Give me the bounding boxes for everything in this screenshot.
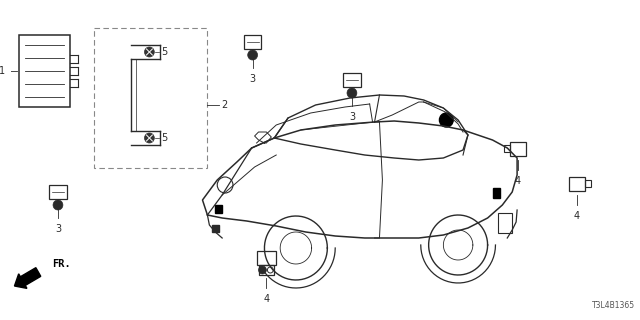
Text: 5: 5: [161, 133, 168, 143]
Bar: [94, 28, 207, 168]
Bar: [212, 225, 220, 232]
Text: 5: 5: [161, 47, 168, 57]
Circle shape: [347, 88, 357, 98]
Bar: [244, 35, 262, 49]
Circle shape: [145, 47, 154, 57]
Polygon shape: [15, 268, 41, 288]
Text: 3: 3: [349, 112, 355, 122]
Text: 3: 3: [250, 74, 256, 84]
Bar: [510, 142, 526, 156]
Circle shape: [259, 266, 266, 274]
Text: 3: 3: [55, 224, 61, 234]
Bar: [215, 205, 222, 213]
Bar: [259, 265, 275, 275]
Text: 4: 4: [574, 211, 580, 221]
Text: T3L4B1365: T3L4B1365: [592, 301, 635, 310]
Circle shape: [145, 133, 154, 143]
Text: 4: 4: [515, 176, 521, 186]
Bar: [569, 177, 585, 191]
Text: 1: 1: [0, 66, 5, 76]
Bar: [19, 35, 70, 107]
Bar: [49, 185, 67, 199]
Bar: [504, 145, 510, 152]
Bar: [343, 73, 361, 87]
Text: FR.: FR.: [52, 259, 71, 269]
Bar: [493, 188, 500, 198]
Circle shape: [248, 50, 257, 60]
Text: 4: 4: [263, 294, 269, 304]
Bar: [257, 251, 276, 265]
Bar: [585, 180, 591, 187]
Circle shape: [53, 200, 63, 210]
Circle shape: [440, 113, 453, 127]
Text: 2: 2: [221, 100, 227, 110]
Bar: [499, 213, 512, 233]
